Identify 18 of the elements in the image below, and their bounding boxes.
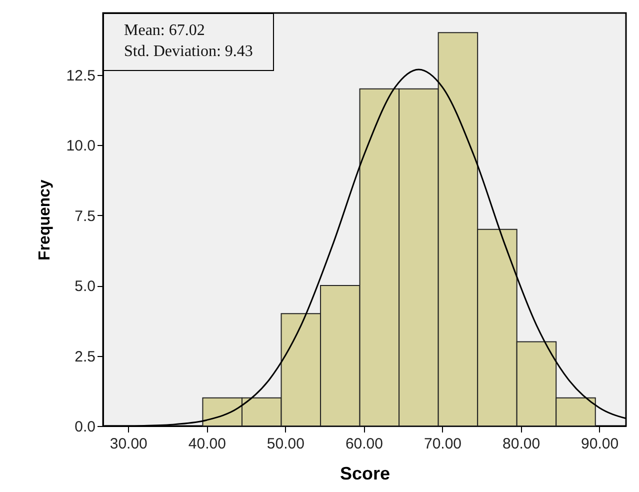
annotation-box: Mean: 67.02 Std. Deviation: 9.43 <box>103 13 274 71</box>
x-axis-title: Score <box>340 464 390 484</box>
x-tick-label: 70.00 <box>424 436 462 452</box>
y-tick-label: 2.5 <box>74 348 96 366</box>
y-axis-title: Frequency <box>36 179 54 260</box>
annotation: Std. Deviation: 9.43 <box>124 42 253 62</box>
y-tick-label: 12.5 <box>66 67 96 84</box>
x-tick-label: 50.00 <box>266 436 304 452</box>
y-tick-label: 5.0 <box>74 278 96 296</box>
annotation: Mean: 67.02 <box>124 21 206 41</box>
y-tick-label: 10.0 <box>66 138 96 155</box>
y-tick-label: 0.0 <box>74 418 96 436</box>
x-tick-label: 40.00 <box>188 436 226 452</box>
x-tick-label: 80.00 <box>502 436 540 452</box>
x-tick-label: 90.00 <box>581 436 619 452</box>
x-tick-label: 60.00 <box>345 436 383 452</box>
y-tick-label: 7.5 <box>74 208 96 225</box>
x-tick-label: 30.00 <box>110 436 148 452</box>
